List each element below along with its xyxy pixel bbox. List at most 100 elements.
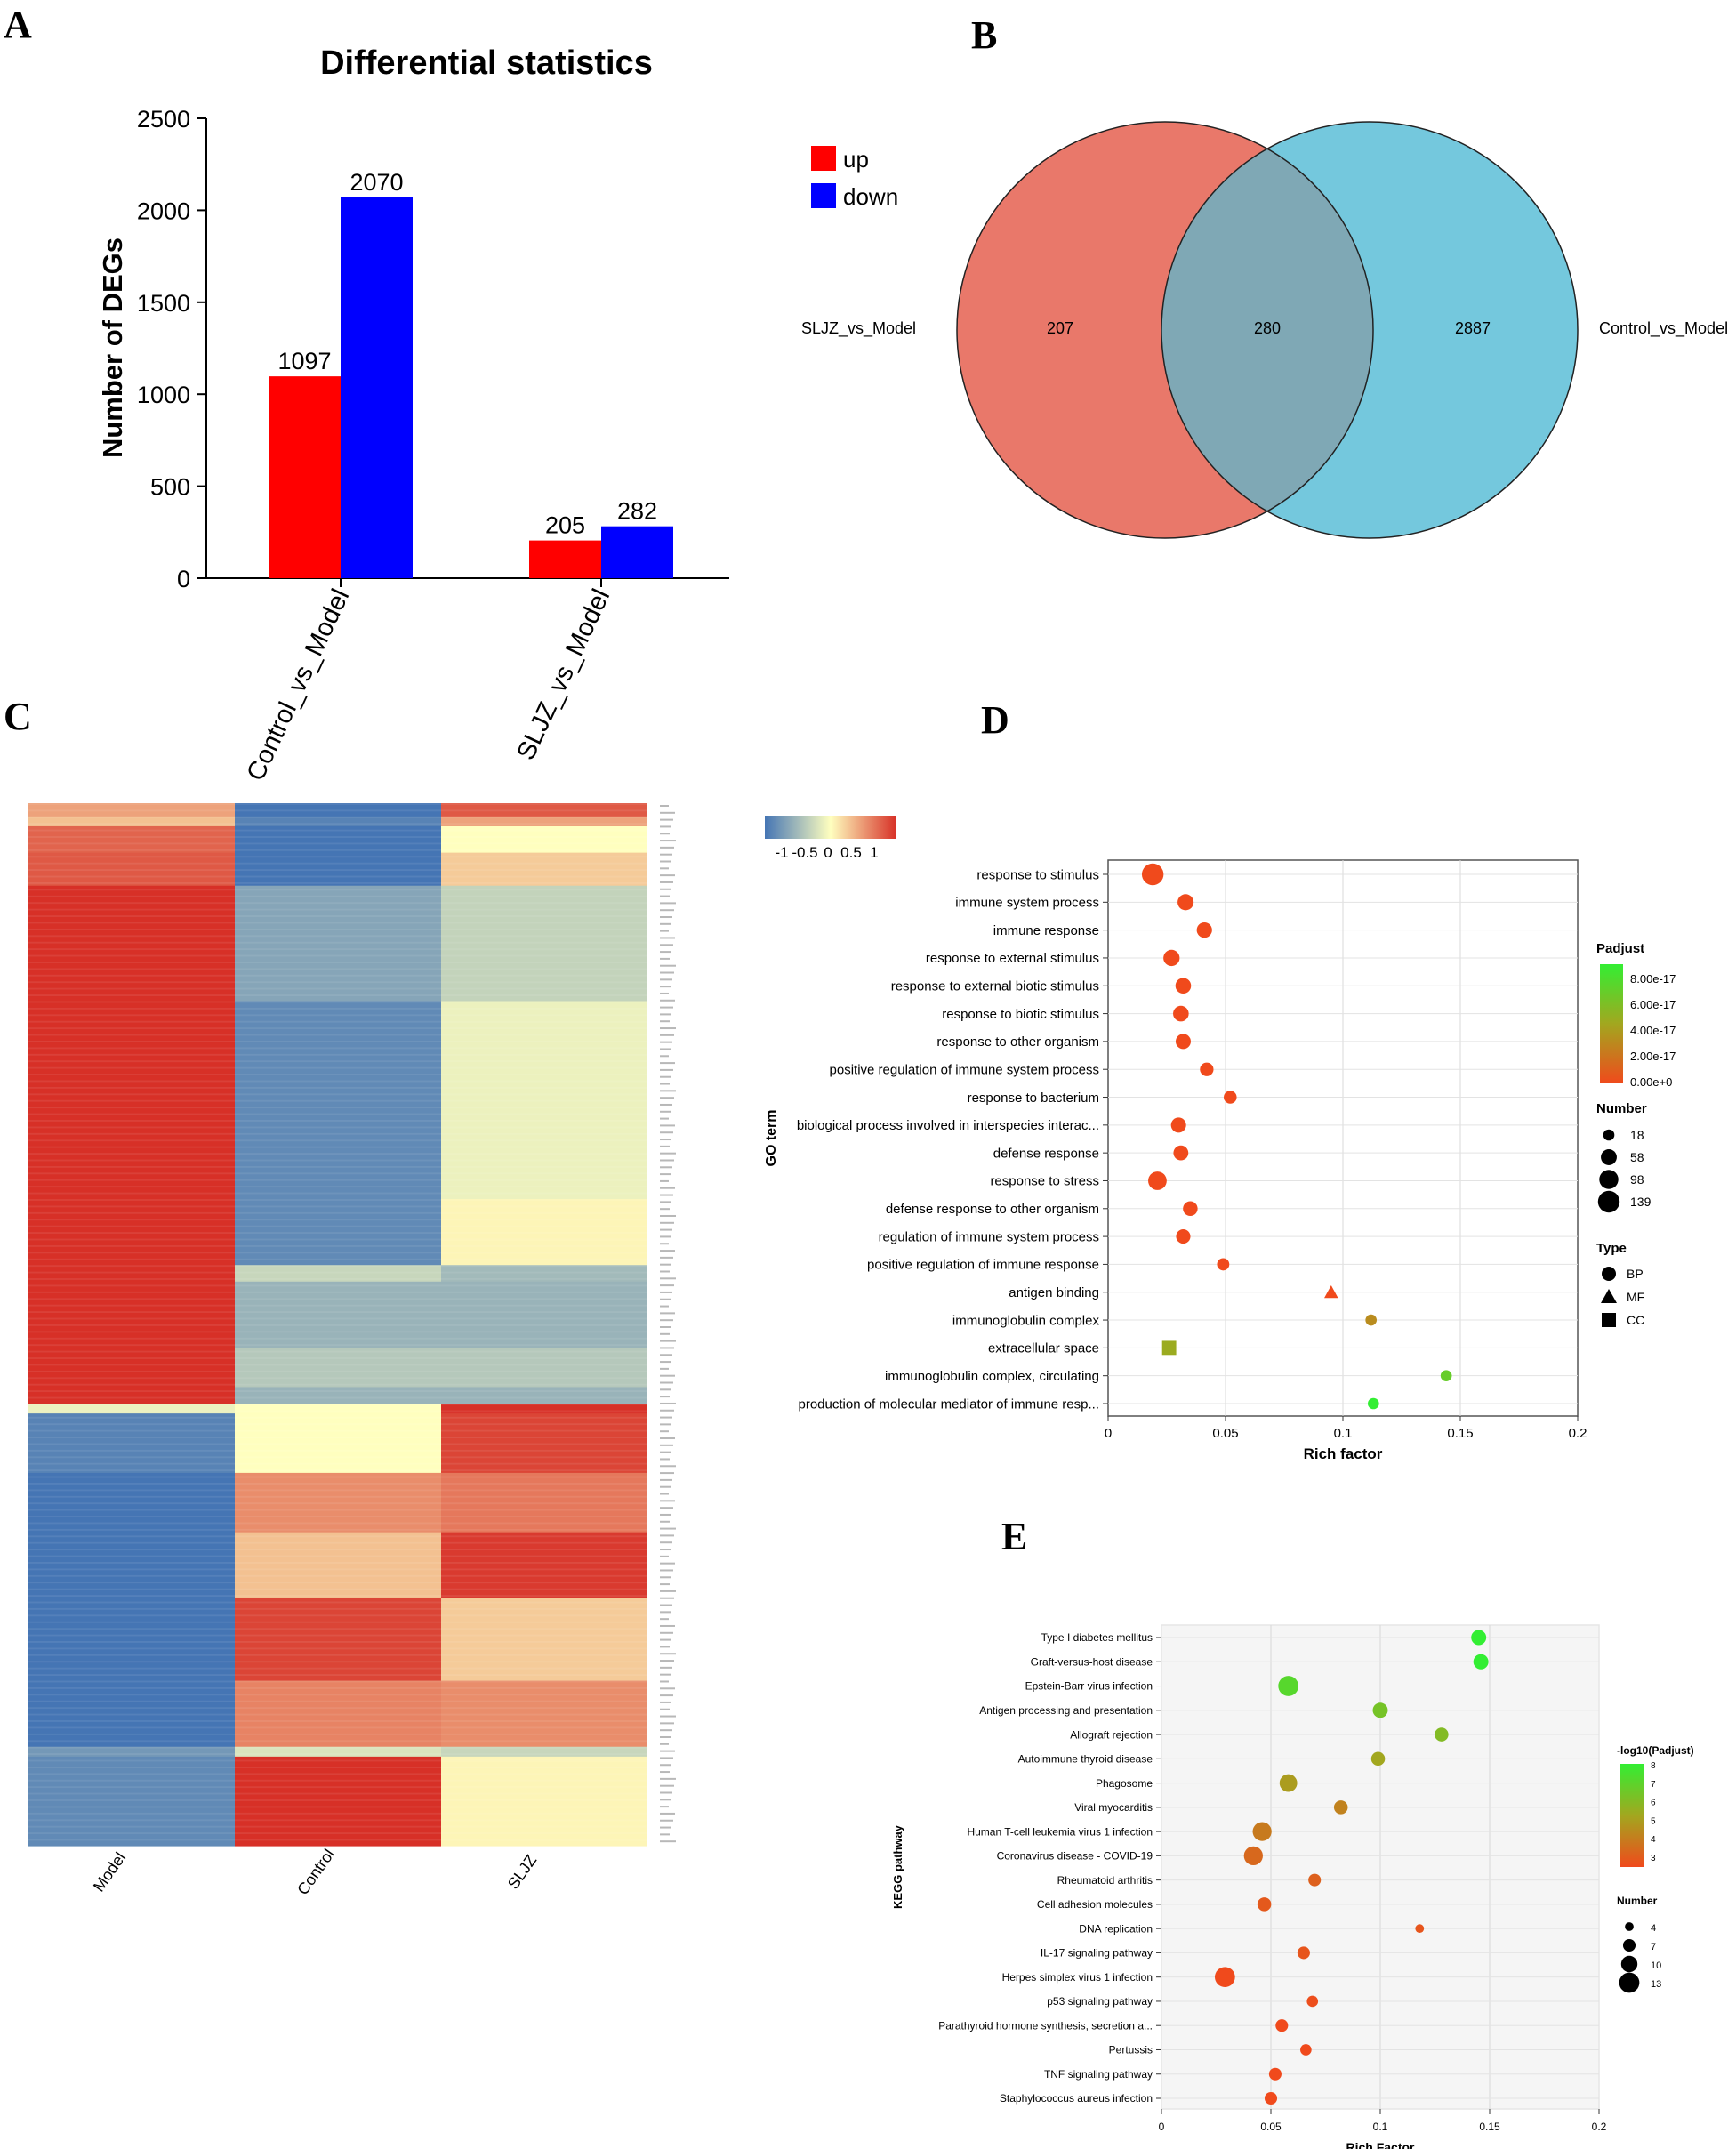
heatmap-gene-label [660, 1263, 671, 1266]
heatmap-gene-label [660, 1833, 670, 1836]
heatmap-row-stripe [28, 1244, 647, 1247]
size-legend-title: Number [1617, 1895, 1658, 1907]
heatmap-gene-label [660, 1340, 676, 1342]
heatmap-row-stripe [28, 1074, 647, 1075]
heatmap-gene-label [660, 1444, 673, 1446]
heatmap-row-stripe [28, 922, 647, 924]
heatmap-row-stripe [28, 842, 647, 845]
heatmap-cell [28, 852, 235, 887]
heatmap-gene-label [660, 951, 671, 954]
heatmap-cell [235, 1281, 441, 1348]
color-legend-tick: 8.00e-17 [1630, 972, 1676, 986]
heatmap-gene-label [660, 1409, 674, 1412]
heatmap-row-stripe [28, 1304, 647, 1307]
heatmap-cell [441, 1532, 647, 1599]
legend-label-down: down [843, 183, 898, 210]
heatmap-cell [235, 1746, 441, 1758]
heatmap-gene-label [660, 1270, 670, 1273]
go-bubble-chart-panel: 0 0.05 0.1 0.15 0.2 Rich factor GO term respons… [764, 859, 1676, 1462]
y-axis-label: KEGG pathway [891, 1824, 904, 1909]
term-label: Autoimmune thyroid disease [1018, 1753, 1153, 1766]
heatmap-gene-label [660, 1715, 676, 1718]
heatmap-gene-label [660, 1250, 675, 1252]
heatmap-row-stripe [28, 1007, 647, 1010]
color-legend-tick: 4.00e-17 [1630, 1024, 1676, 1037]
heatmap-row-stripe [28, 1489, 647, 1492]
heatmap-cell [235, 1472, 441, 1533]
heatmap-row-stripe [28, 908, 647, 911]
heatmap-row-stripe [28, 1661, 647, 1663]
heatmap-gene-label [660, 1618, 669, 1621]
color-legend-title: Padjust [1596, 941, 1644, 956]
venn-set-label-sljz: SLJZ_vs_Model [801, 319, 916, 338]
x-tick-label: 0 [1159, 2121, 1165, 2133]
heatmap-row-stripe [28, 1773, 647, 1775]
heatmap-gene-label [660, 1799, 671, 1801]
heatmap-row-stripe [28, 1278, 647, 1280]
heatmap-gene-label [660, 1131, 673, 1134]
data-point-circle [1308, 1873, 1322, 1887]
heatmap-gene-label [660, 1361, 671, 1364]
heatmap-row-stripe [28, 902, 647, 905]
heatmap-gene-label [660, 937, 675, 939]
heatmap-row-stripe [28, 1839, 647, 1841]
y-tick-label: 1000 [137, 382, 190, 408]
heatmap-row-stripe [28, 1199, 647, 1201]
heatmap-cell [28, 816, 235, 827]
heatmap-row-stripe [28, 875, 647, 878]
heatmap-gene-label [660, 1624, 675, 1627]
heatmap-cell [441, 852, 647, 887]
heatmap-row-stripe [28, 1053, 647, 1056]
x-axis-label: Rich factor [1304, 1445, 1383, 1462]
heatmap-cell [235, 1387, 441, 1404]
term-label: immunoglobulin complex, circulating [885, 1369, 1099, 1384]
heatmap-cell [235, 1347, 441, 1388]
heatmap-gene-label [660, 1110, 671, 1113]
heatmap-scale-tick: -0.5 [792, 844, 817, 861]
heatmap-gene-label [660, 1416, 672, 1419]
heatmap-gene-label [660, 811, 675, 814]
heatmap-gene-label [660, 1388, 671, 1391]
term-label: response to other organism [936, 1034, 1099, 1050]
heatmap-cell [235, 1404, 441, 1414]
data-point-circle [1435, 1727, 1449, 1742]
size-legend-marker [1603, 1129, 1615, 1141]
heatmap-row-stripe [28, 862, 647, 865]
heatmap-row-stripe [28, 1390, 647, 1393]
heatmap-gene-label [660, 930, 669, 932]
heatmap-gene-label [660, 1819, 673, 1822]
data-point-circle [1372, 1702, 1388, 1718]
data-point-circle [1173, 1145, 1189, 1161]
heatmap-gene-labels [660, 805, 676, 1843]
term-label: extracellular space [988, 1341, 1099, 1356]
heatmap-gene-label [660, 1179, 669, 1182]
heatmap-cell [441, 885, 647, 1002]
size-legend-title: Number [1596, 1101, 1647, 1116]
term-label: immune response [993, 923, 1099, 938]
bar-up-1 [529, 540, 601, 578]
term-label: regulation of immune system process [879, 1229, 1099, 1244]
bar-chart-panel: Differential statistics 0 500 1000 1500 2000 2… [97, 44, 898, 785]
heatmap-cell [441, 1413, 647, 1474]
heatmap-cell [441, 1472, 647, 1533]
heatmap-row-stripe [28, 1317, 647, 1320]
size-legend-label: 98 [1630, 1172, 1644, 1187]
heatmap-row-stripe [28, 1093, 647, 1096]
heatmap-row-stripe [28, 1298, 647, 1300]
heatmap-row-stripe [28, 1443, 647, 1445]
heatmap-gene-label [660, 1173, 671, 1176]
heatmap-row-stripe [28, 1377, 647, 1380]
heatmap-gene-label [660, 1513, 671, 1516]
heatmap-gene-label [660, 1027, 676, 1030]
heatmap-row-stripe [28, 1469, 647, 1472]
heatmap-gene-label [660, 1777, 676, 1780]
heatmap-row-stripe [28, 1001, 647, 1003]
data-point-circle [1365, 1314, 1377, 1326]
y-tick-label: 1500 [137, 290, 190, 317]
heatmap-row-stripe [28, 1634, 647, 1637]
heatmap-gene-label [660, 1722, 674, 1725]
heatmap-row-stripe [28, 1429, 647, 1432]
term-label: response to external stimulus [926, 951, 1099, 966]
heatmap-gene-label [660, 1757, 673, 1759]
heatmap-cell [28, 1532, 235, 1599]
